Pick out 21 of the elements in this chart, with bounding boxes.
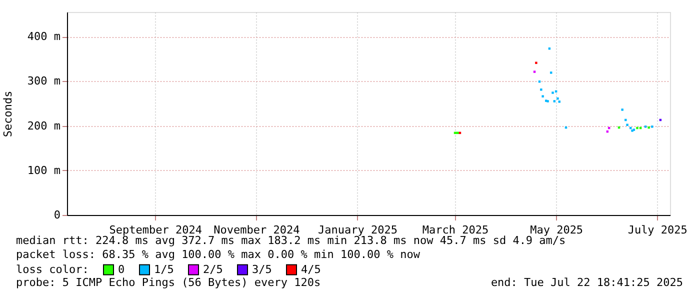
- x-tick-label: November 2024: [214, 224, 300, 236]
- x-tick-label: March 2025: [422, 224, 489, 236]
- legend-label: 2/5: [203, 262, 223, 276]
- x-tick-label: July 2025: [628, 224, 688, 236]
- legend-label: 0: [118, 262, 125, 276]
- legend-title: loss color:: [16, 263, 89, 276]
- x-tick-label: January 2025: [318, 224, 398, 236]
- y-tick-label: 200 m: [27, 119, 61, 132]
- text: probe: 5 ICMP Echo Pings (56 Bytes) every 120s: [16, 276, 321, 289]
- x-tick-label: May 2025: [530, 224, 584, 236]
- x-tick-label: September 2024: [109, 224, 202, 236]
- y-axis-title: Seconds: [1, 90, 14, 138]
- legend-label: 4/5: [301, 262, 321, 276]
- y-tick-label: 300 m: [27, 74, 61, 88]
- legend-label: 1/5: [154, 262, 174, 276]
- legend-label: 3/5: [252, 262, 272, 276]
- y-tick-label: 0: [54, 208, 60, 222]
- y-tick-label: 100 m: [27, 164, 61, 177]
- text: end: Tue Jul 22 18:41:25 2025: [490, 276, 683, 289]
- text: packet loss: 68.35 % avg 100.00 % max 0.00 % min 100.00 % now: [16, 248, 420, 261]
- y-tick-label: 400 m: [27, 30, 61, 44]
